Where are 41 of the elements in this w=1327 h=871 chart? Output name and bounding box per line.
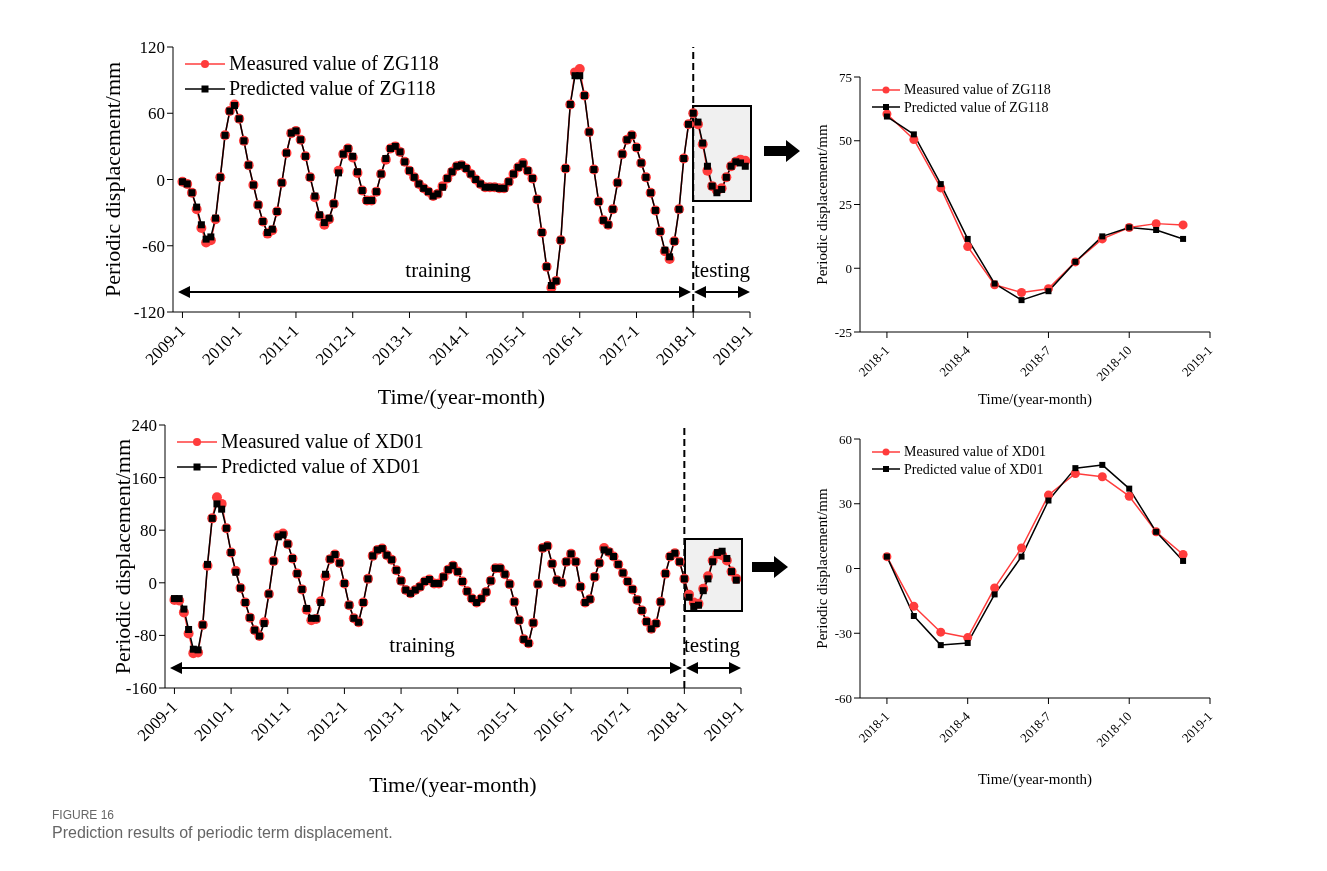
y-tick-label: 25	[839, 197, 852, 213]
x-axis-title: Time/(year-month)	[377, 384, 546, 409]
text: Prediction results of periodic term displacement.	[52, 824, 394, 842]
legend-label: Predicted value of XD01	[904, 460, 1044, 478]
y-tick-label: 30	[839, 496, 852, 512]
annotation: testing	[684, 632, 740, 658]
legend-label: Predicted value of XD01	[221, 454, 421, 479]
y-tick-label: 0	[148, 573, 157, 593]
y-tick-label: 0	[845, 260, 852, 276]
y-tick-label: 60	[148, 104, 165, 124]
y-axis-title: Periodic displacement/mm	[814, 123, 831, 285]
y-tick-label: -60	[834, 690, 852, 706]
y-axis-title: Periodic displacement/mm	[99, 61, 125, 298]
legend-label: Measured value of ZG118	[229, 51, 439, 76]
y-tick-label: 240	[131, 416, 157, 436]
y-tick-label: 0	[156, 170, 165, 190]
y-tick-label: 0	[845, 561, 852, 577]
y-tick-label: -25	[834, 324, 852, 340]
caption: FIGURE 16	[52, 808, 115, 822]
legend-label: Measured value of XD01	[904, 443, 1046, 461]
x-axis-title: Time/(year-month)	[977, 391, 1093, 408]
y-tick-label: -160	[125, 679, 157, 699]
y-tick-label: -120	[133, 303, 165, 323]
annotation: training	[405, 257, 471, 283]
x-axis-title: Time/(year-month)	[369, 772, 537, 797]
y-tick-label: -80	[134, 626, 157, 646]
legend-label: Measured value of XD01	[221, 429, 424, 454]
y-tick-label: 120	[139, 38, 165, 58]
y-tick-label: 60	[839, 431, 852, 447]
y-axis-title: Periodic displacement/mm	[814, 487, 831, 649]
x-axis-title: Time/(year-month)	[977, 771, 1093, 788]
annotation: training	[389, 632, 455, 658]
annotation: testing	[694, 257, 750, 283]
y-tick-label: 50	[839, 133, 852, 149]
y-tick-label: -30	[834, 625, 852, 641]
y-tick-label: 80	[140, 521, 157, 541]
legend-label: Predicted value of ZG118	[229, 76, 436, 101]
y-tick-label: 75	[839, 69, 852, 85]
y-tick-label: -60	[142, 236, 165, 256]
legend-label: Measured value of ZG118	[904, 81, 1051, 99]
legend-label: Predicted value of ZG118	[904, 98, 1049, 116]
